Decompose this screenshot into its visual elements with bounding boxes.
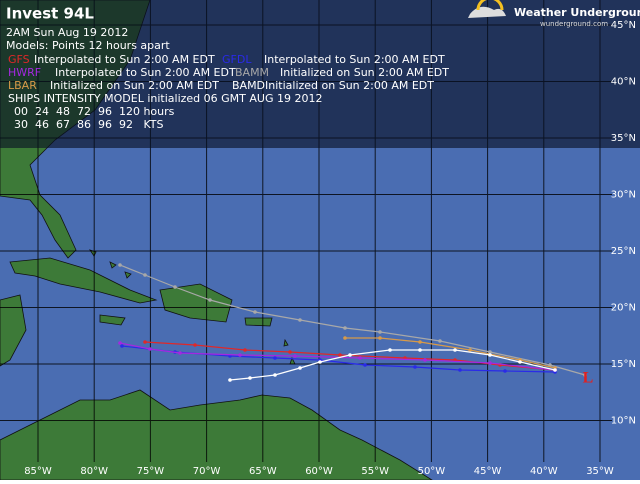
lon-label: 70°W <box>193 466 221 477</box>
track-point <box>548 363 552 367</box>
model-desc: Initialized on Sun 2:00 AM EDT <box>265 79 434 92</box>
track-point <box>173 285 177 289</box>
model-desc: Interpolated to Sun 2:00 AM EDT <box>264 53 445 66</box>
lon-label: 35°W <box>586 466 614 477</box>
track-point <box>293 354 297 358</box>
logo: Weather Underground wunderground.com <box>468 0 640 28</box>
track-line <box>229 349 556 381</box>
lon-label: 45°W <box>474 466 502 477</box>
track-point <box>143 273 147 277</box>
track-point <box>343 336 347 340</box>
model-name: GFDL <box>222 53 252 66</box>
track-point <box>343 326 347 330</box>
track-point <box>458 368 462 372</box>
track-point <box>338 353 342 357</box>
track-point <box>453 348 457 352</box>
track-point <box>388 348 392 352</box>
lat-label: 30°N <box>611 190 636 201</box>
lon-label: 50°W <box>418 466 446 477</box>
lat-label: 10°N <box>611 416 636 427</box>
track-point <box>488 350 492 354</box>
model-desc: Interpolated to Sun 2:00 AM EDT <box>34 53 215 66</box>
lon-label: 85°W <box>24 466 52 477</box>
logo-rainbow <box>476 0 504 11</box>
track-point <box>348 353 352 357</box>
track-point <box>273 373 277 377</box>
models-label: Models: Points 12 hours apart <box>6 39 170 52</box>
lon-label: 80°W <box>80 466 108 477</box>
lon-label: 40°W <box>530 466 558 477</box>
model-name: BAMD <box>232 79 265 92</box>
lat-label: 25°N <box>611 246 636 257</box>
track-point <box>143 340 147 344</box>
track-point <box>120 344 124 348</box>
model-name: BAMM <box>235 66 269 79</box>
track-point <box>488 353 492 357</box>
track-point <box>378 330 382 334</box>
track-point <box>418 348 422 352</box>
track-point <box>378 336 382 340</box>
header-panel <box>0 0 640 148</box>
ships: SHIPS INTENSITY MODEL initialized 06 GMT… <box>8 92 322 105</box>
track-point <box>318 360 322 364</box>
track-point <box>248 376 252 380</box>
track-point <box>468 348 472 352</box>
track-point <box>438 339 442 343</box>
track-point <box>413 365 417 369</box>
lat-label: 15°N <box>611 359 636 370</box>
model-tracks <box>118 263 587 382</box>
track-point <box>273 356 277 360</box>
track-point <box>118 263 122 267</box>
track-point <box>518 360 522 364</box>
lon-label: 55°W <box>361 466 389 477</box>
track-point <box>363 363 367 367</box>
track-point <box>208 298 212 302</box>
model-desc: Initialized on Sun 2:00 AM EDT <box>280 66 449 79</box>
model-desc: Initialized on Sun 2:00 AM EDT <box>50 79 219 92</box>
track-point <box>583 373 587 377</box>
lat-label: 35°N <box>611 133 636 144</box>
track-point <box>423 358 427 362</box>
track-point <box>238 353 242 357</box>
lat-label: 20°N <box>611 303 636 314</box>
track-point <box>118 341 122 345</box>
track-point <box>418 340 422 344</box>
model-name: GFS <box>8 53 30 66</box>
track-point <box>298 318 302 322</box>
track-point <box>503 369 507 373</box>
track-line <box>345 337 556 369</box>
track-point <box>193 343 197 347</box>
intensity: 30 46 67 86 96 92 KTS <box>14 118 164 131</box>
track-line <box>119 264 586 376</box>
storm-symbol: L <box>583 370 594 387</box>
lon-label: 65°W <box>249 466 277 477</box>
track-point <box>358 356 362 360</box>
lat-label: 40°N <box>611 77 636 88</box>
track-point <box>228 378 232 382</box>
time: 2AM Sun Aug 19 2012 <box>6 26 128 39</box>
track-point <box>488 361 492 365</box>
track-point <box>298 366 302 370</box>
hours: 00 24 48 72 96 120 hours <box>14 105 175 118</box>
track-point <box>288 350 292 354</box>
title: Invest 94L <box>6 5 94 23</box>
lat-label: 45°N <box>611 20 636 31</box>
model-desc: Interpolated to Sun 2:00 AM EDT <box>55 66 236 79</box>
logo-name: Weather Underground <box>514 6 640 19</box>
track-point <box>148 347 152 351</box>
track-point <box>553 368 557 372</box>
track-point <box>243 348 247 352</box>
model-name: LBAR <box>8 79 37 92</box>
model-name: HWRF <box>8 66 41 79</box>
track-point <box>253 310 257 314</box>
logo-site: wunderground.com <box>540 20 608 28</box>
track-point <box>178 351 182 355</box>
lon-label: 60°W <box>305 466 333 477</box>
lon-label: 75°W <box>137 466 165 477</box>
